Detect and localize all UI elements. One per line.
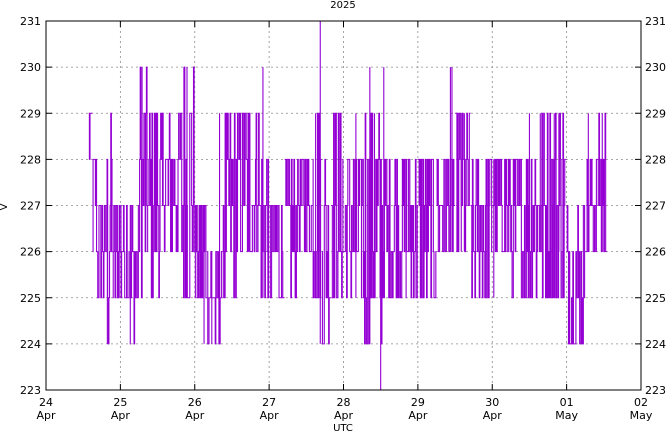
x-axis-title: UTC [333, 423, 353, 432]
series-segment [510, 158, 530, 299]
y2-tick-label: 231 [645, 15, 666, 28]
y-tick-label: 225 [20, 292, 41, 305]
series-segment [470, 158, 493, 299]
series-segment [194, 204, 208, 299]
series-segment [566, 204, 586, 345]
series-segment [383, 158, 406, 299]
y-axis-title: V [0, 203, 10, 210]
x-tick-day-label: 30 [485, 396, 499, 409]
y2-tick-label: 223 [645, 384, 666, 397]
series-segment [97, 204, 107, 299]
x-tick-month-label: Apr [260, 409, 280, 422]
series-segment [148, 112, 164, 299]
x-tick-month-label: May [630, 409, 653, 422]
y-tick-label: 224 [20, 338, 41, 351]
series-segment [417, 158, 437, 299]
y-tick-label: 230 [20, 61, 41, 74]
x-tick-day-label: 24 [39, 396, 53, 409]
series-segment [138, 66, 149, 299]
series-segment [455, 112, 471, 253]
x-tick-day-label: 01 [560, 396, 574, 409]
series-segment [163, 112, 180, 253]
series-segment [362, 112, 384, 345]
y-tick-label: 223 [20, 384, 41, 397]
x-tick-month-label: Apr [334, 409, 354, 422]
y2-tick-label: 225 [645, 292, 666, 305]
series-segment [297, 158, 313, 253]
series-segment [120, 204, 130, 299]
x-tick-day-label: 28 [337, 396, 351, 409]
y2-tick-label: 224 [645, 338, 666, 351]
x-axis-ticks: 24Apr25Apr26Apr27Apr28Apr29Apr30Apr01May… [36, 21, 653, 422]
x-tick-day-label: 02 [634, 396, 648, 409]
x-tick-day-label: 25 [113, 396, 127, 409]
series-segment [544, 112, 567, 299]
x-tick-month-label: May [555, 409, 578, 422]
y2-axis-ticks: 223 224 225 226 227 228 229 230 231 [635, 15, 666, 397]
series-segment [88, 112, 93, 160]
series-segment [92, 158, 98, 253]
series-segment [405, 158, 418, 299]
series-segment [284, 158, 298, 299]
y-tick-label: 231 [20, 15, 41, 28]
y-axis-ticks: 223 224 225 226 227 228 229 230 231 [20, 15, 52, 397]
series-segment [129, 204, 139, 345]
x-tick-day-label: 29 [411, 396, 425, 409]
x-tick-day-label: 26 [188, 396, 202, 409]
series-segment [259, 158, 270, 299]
x-tick-month-label: Apr [185, 409, 205, 422]
y-tick-label: 227 [20, 200, 41, 213]
x-tick-day-label: 27 [262, 396, 276, 409]
y2-tick-label: 226 [645, 246, 666, 259]
voltage-series [88, 21, 607, 390]
series-segment [331, 112, 344, 299]
x-tick-month-label: Apr [483, 409, 503, 422]
series-segment [207, 251, 223, 345]
x-tick-month-label: Apr [111, 409, 131, 422]
y-tick-label: 228 [20, 153, 41, 166]
series-segment [529, 112, 545, 299]
chart-title: 2025 [330, 0, 355, 11]
y-tick-label: 229 [20, 107, 41, 120]
y2-tick-label: 227 [645, 200, 666, 213]
y2-tick-label: 229 [645, 107, 666, 120]
y2-tick-label: 230 [645, 61, 666, 74]
series-segment [343, 158, 363, 299]
series-segment [585, 158, 598, 253]
y2-tick-label: 228 [645, 153, 666, 166]
series-segment [492, 158, 511, 253]
x-tick-month-label: Apr [408, 409, 428, 422]
y-tick-label: 226 [20, 246, 41, 259]
series-segment [112, 204, 121, 299]
series-segment [321, 158, 332, 345]
series-segment [106, 112, 113, 345]
x-tick-month-label: Apr [36, 409, 56, 422]
